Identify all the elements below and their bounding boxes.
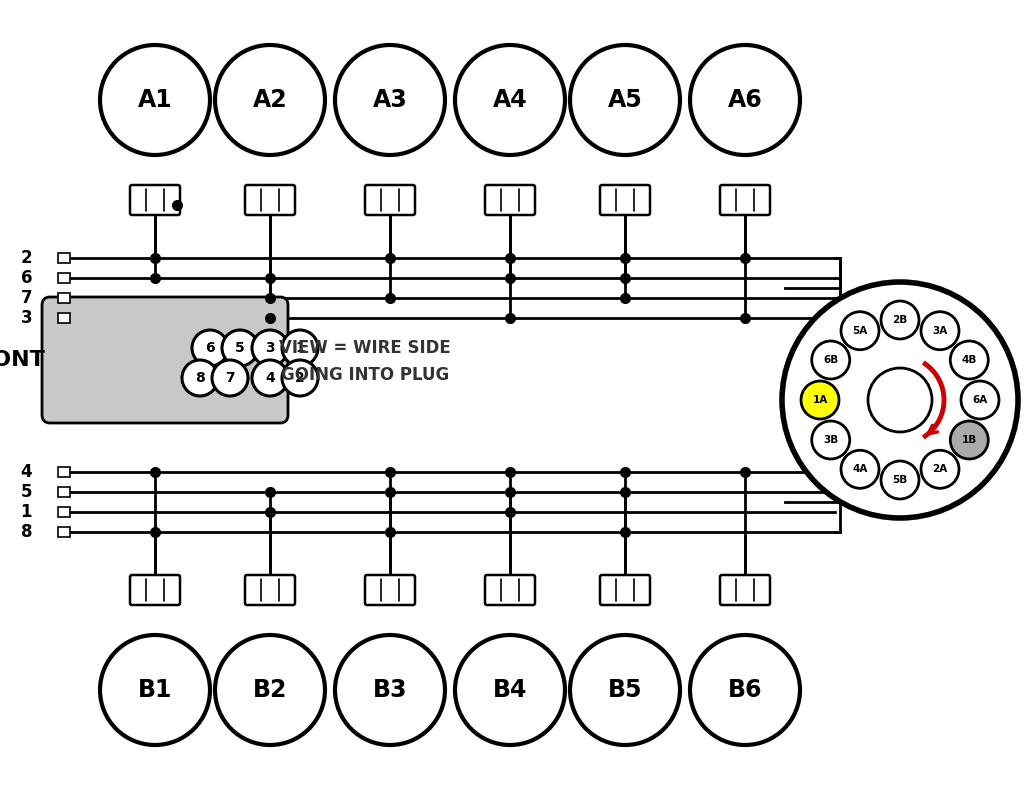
Circle shape: [841, 450, 879, 488]
FancyBboxPatch shape: [365, 575, 415, 605]
Circle shape: [455, 45, 565, 155]
Circle shape: [100, 635, 210, 745]
Text: 1B: 1B: [962, 435, 977, 445]
Text: 4: 4: [20, 463, 32, 481]
Text: 8: 8: [20, 523, 32, 541]
Bar: [58, 487, 70, 497]
Circle shape: [881, 461, 919, 499]
Circle shape: [812, 341, 850, 379]
Text: B4: B4: [493, 678, 527, 702]
FancyBboxPatch shape: [600, 185, 650, 215]
FancyBboxPatch shape: [245, 575, 295, 605]
Text: 1A: 1A: [812, 395, 827, 405]
FancyBboxPatch shape: [485, 185, 535, 215]
Text: GOING INTO PLUG: GOING INTO PLUG: [281, 366, 450, 384]
Text: 1: 1: [20, 503, 32, 521]
FancyBboxPatch shape: [42, 297, 288, 423]
Text: B5: B5: [608, 678, 642, 702]
Text: 5B: 5B: [892, 475, 907, 485]
Text: 6: 6: [20, 269, 32, 287]
Text: 3B: 3B: [823, 435, 839, 445]
Text: B6: B6: [728, 678, 762, 702]
Text: 5: 5: [20, 483, 32, 501]
Circle shape: [690, 45, 800, 155]
Text: 1: 1: [295, 341, 305, 355]
Bar: [58, 313, 70, 323]
Text: 3A: 3A: [933, 326, 947, 335]
Text: 4A: 4A: [852, 464, 867, 475]
Text: A3: A3: [373, 88, 408, 112]
Circle shape: [782, 282, 1018, 518]
Circle shape: [282, 330, 318, 366]
Circle shape: [335, 635, 445, 745]
Circle shape: [455, 635, 565, 745]
Text: 5A: 5A: [852, 326, 867, 335]
Text: A6: A6: [728, 88, 763, 112]
Text: VIEW = WIRE SIDE: VIEW = WIRE SIDE: [280, 339, 451, 357]
Circle shape: [921, 312, 959, 350]
Circle shape: [881, 301, 919, 339]
Circle shape: [570, 635, 680, 745]
Text: 3: 3: [20, 309, 32, 327]
FancyBboxPatch shape: [720, 575, 770, 605]
Circle shape: [801, 381, 839, 419]
Bar: [58, 527, 70, 537]
Circle shape: [100, 45, 210, 155]
FancyBboxPatch shape: [245, 185, 295, 215]
Circle shape: [182, 360, 218, 396]
Circle shape: [212, 360, 248, 396]
Text: 2A: 2A: [933, 464, 947, 475]
Circle shape: [950, 421, 988, 459]
Circle shape: [868, 368, 932, 432]
Text: FRONT: FRONT: [0, 350, 44, 370]
Bar: [58, 467, 70, 477]
Circle shape: [335, 45, 445, 155]
Text: A4: A4: [493, 88, 527, 112]
Text: 2B: 2B: [892, 315, 907, 325]
Circle shape: [961, 381, 999, 419]
Bar: [58, 507, 70, 517]
Circle shape: [252, 360, 288, 396]
FancyBboxPatch shape: [130, 185, 180, 215]
Text: 7: 7: [225, 371, 234, 385]
Text: 6B: 6B: [823, 355, 839, 365]
Text: 2: 2: [295, 371, 305, 385]
Text: B1: B1: [138, 678, 172, 702]
Circle shape: [252, 330, 288, 366]
Text: 2: 2: [20, 249, 32, 267]
Text: 6A: 6A: [973, 395, 987, 405]
Text: A1: A1: [137, 88, 172, 112]
Bar: [58, 293, 70, 303]
Circle shape: [570, 45, 680, 155]
FancyBboxPatch shape: [720, 185, 770, 215]
Text: B3: B3: [373, 678, 408, 702]
Bar: [58, 253, 70, 263]
Circle shape: [193, 330, 228, 366]
Text: A2: A2: [253, 88, 288, 112]
Text: 4B: 4B: [962, 355, 977, 365]
FancyBboxPatch shape: [130, 575, 180, 605]
Text: 6: 6: [205, 341, 215, 355]
Circle shape: [690, 635, 800, 745]
Text: 8: 8: [196, 371, 205, 385]
Bar: [58, 273, 70, 283]
Text: 3: 3: [265, 341, 274, 355]
Circle shape: [222, 330, 258, 366]
Text: 7: 7: [20, 289, 32, 307]
FancyBboxPatch shape: [485, 575, 535, 605]
Text: A5: A5: [607, 88, 642, 112]
Circle shape: [950, 341, 988, 379]
Text: 5: 5: [236, 341, 245, 355]
Text: B2: B2: [253, 678, 287, 702]
Circle shape: [215, 635, 325, 745]
FancyBboxPatch shape: [365, 185, 415, 215]
Circle shape: [812, 421, 850, 459]
Text: 4: 4: [265, 371, 274, 385]
Circle shape: [921, 450, 959, 488]
Circle shape: [841, 312, 879, 350]
FancyBboxPatch shape: [600, 575, 650, 605]
Circle shape: [215, 45, 325, 155]
Circle shape: [282, 360, 318, 396]
